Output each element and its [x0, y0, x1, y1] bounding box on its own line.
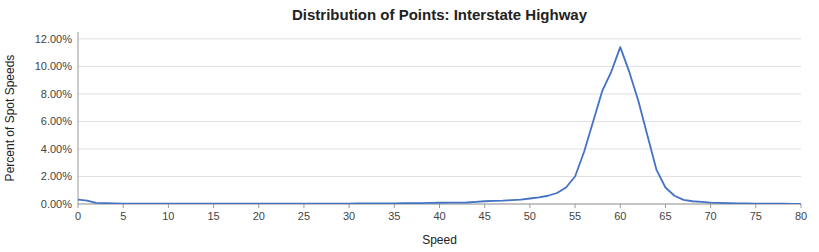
x-tick	[123, 204, 124, 208]
x-tick	[303, 204, 304, 208]
grid-line	[78, 148, 801, 149]
x-tick	[213, 204, 214, 208]
y-tick-label: 6.00%	[41, 115, 72, 127]
grid-line	[78, 121, 801, 122]
x-tick-label: 50	[524, 210, 536, 222]
x-tick-label: 25	[298, 210, 310, 222]
x-tick	[168, 204, 169, 208]
x-tick-label: 40	[433, 210, 445, 222]
x-tick	[665, 204, 666, 208]
grid-line	[78, 93, 801, 94]
grid-line	[78, 66, 801, 67]
x-tick	[755, 204, 756, 208]
x-tick	[801, 204, 802, 208]
x-tick-label: 60	[614, 210, 626, 222]
x-tick	[710, 204, 711, 208]
y-axis-line	[78, 32, 79, 204]
x-tick-label: 65	[659, 210, 671, 222]
y-axis-label: Percent of Spot Speeds	[3, 55, 17, 182]
x-tick-label: 70	[705, 210, 717, 222]
chart: Distribution of Points: Interstate Highw…	[0, 0, 819, 252]
x-tick	[620, 204, 621, 208]
y-tick-label: 4.00%	[41, 143, 72, 155]
x-tick	[439, 204, 440, 208]
x-tick-label: 35	[388, 210, 400, 222]
grid-line	[78, 38, 801, 39]
grid-line	[78, 176, 801, 177]
y-axis: 0.00% 2.00% 4.00% 6.00% 8.00% 10.00% 12.00%	[35, 32, 801, 210]
x-tick	[258, 204, 259, 208]
y-tick-label: 0.00%	[41, 198, 72, 210]
plot-area	[78, 47, 801, 204]
x-tick	[575, 204, 576, 208]
x-tick-label: 30	[343, 210, 355, 222]
y-tick-label: 12.00%	[35, 33, 73, 45]
x-tick-label: 55	[569, 210, 581, 222]
x-axis: 0 5 10 15 20 25 30 35 40 45 50 55 60 65 70 75 80	[75, 204, 807, 222]
title: Distribution of Points: Interstate Highw…	[292, 6, 588, 23]
x-tick-label: 80	[795, 210, 807, 222]
x-tick	[484, 204, 485, 208]
x-tick-label: 5	[120, 210, 126, 222]
line	[78, 47, 801, 204]
x-tick-label: 20	[253, 210, 265, 222]
x-tick	[349, 204, 350, 208]
x-tick	[78, 204, 79, 208]
x-tick-label: 45	[479, 210, 491, 222]
x-tick-label: 75	[750, 210, 762, 222]
x-axis-label: Speed	[422, 233, 457, 247]
y-tick-label: 2.00%	[41, 170, 72, 182]
x-tick	[394, 204, 395, 208]
x-tick	[529, 204, 530, 208]
y-tick-label: 10.00%	[35, 60, 73, 72]
x-tick-label: 0	[75, 210, 81, 222]
y-tick-label: 8.00%	[41, 88, 72, 100]
x-tick-label: 10	[162, 210, 174, 222]
x-tick-label: 15	[207, 210, 219, 222]
